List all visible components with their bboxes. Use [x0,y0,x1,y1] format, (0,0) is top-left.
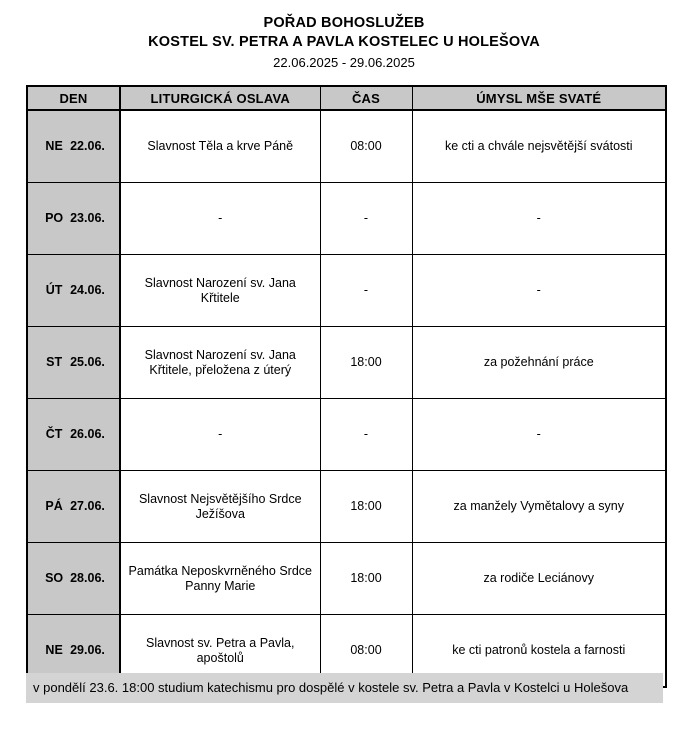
cell-time: - [320,398,413,471]
table-row: SO 28.06. Památka Neposkvrněného Srdce Pan… [27,542,666,615]
cell-day: NE 22.06. [27,110,121,183]
day-date: 25.06. [70,355,105,369]
table-row: NE 22.06. Slavnost Těla a krve Páně 08:00 ke… [27,110,666,183]
day-of-week: SO [45,571,64,585]
cell-day: PO 23.06. [27,182,121,255]
table-row: ST 25.06. Slavnost Narození sv. Jana Křtit… [27,326,666,399]
schedule-table-container: DEN LITURGICKÁ OSLAVA ČAS ÚMYSL MŠE SVAT… [26,85,667,688]
day-of-week: PÁ [45,499,63,513]
cell-day: ÚT 24.06. [27,254,121,327]
date-range: 22.06.2025 - 29.06.2025 [273,55,415,70]
table-row: PO 23.06. - - - [27,182,666,255]
column-header-umysl: ÚMYSL MŠE SVATÉ [412,86,666,111]
day-of-week: ČT [45,427,63,441]
cell-celebration: - [120,182,321,255]
cell-celebration: Slavnost Narození sv. Jana Křtitele, pře… [120,326,321,399]
cell-intention: - [412,398,666,471]
cell-celebration: Slavnost Nejsvětějšího Srdce Ježíšova [120,470,321,543]
column-header-liturgicka-oslava: LITURGICKÁ OSLAVA [120,86,321,111]
day-date: 29.06. [70,643,105,657]
cell-celebration: Památka Neposkvrněného Srdce Panny Marie [120,542,321,615]
cell-time: 08:00 [320,110,413,183]
table-row: ÚT 24.06. Slavnost Narození sv. Jana Křtit… [27,254,666,327]
column-header-cas: ČAS [320,86,413,111]
page-title-line-1: POŘAD BOHOSLUŽEB [263,15,425,31]
cell-time: - [320,254,413,327]
cell-time: 18:00 [320,326,413,399]
day-of-week: ST [46,355,63,369]
day-date: 26.06. [70,427,105,441]
cell-celebration: Slavnost Narození sv. Jana Křtitele [120,254,321,327]
day-of-week: NE [45,139,63,153]
day-of-week: PO [45,211,64,225]
column-header-den: DEN [27,86,121,111]
day-date: 22.06. [70,139,105,153]
day-of-week: NE [45,643,63,657]
cell-intention: za rodiče Leciánovy [412,542,666,615]
page-title-line-2: KOSTEL SV. PETRA A PAVLA KOSTELEC U HOLE… [148,34,540,50]
day-date: 27.06. [70,499,105,513]
cell-day: PÁ 27.06. [27,470,121,543]
table-row: PÁ 27.06. Slavnost Nejsvětějšího Srdce Jež… [27,470,666,543]
cell-celebration: Slavnost Těla a krve Páně [120,110,321,183]
cell-intention: ke cti a chvále nejsvětější svátosti [444,139,633,153]
day-date: 24.06. [70,283,105,297]
cell-day: SO 28.06. [27,542,121,615]
document-header: POŘAD BOHOSLUŽEB KOSTEL SV. PETRA A PAVL… [0,0,688,73]
cell-intention: za požehnání práce [412,326,666,399]
table-body: NE 22.06. Slavnost Těla a krve Páně 08:00 ke… [27,110,666,687]
cell-day: ČT 26.06. [27,398,121,471]
schedule-table: DEN LITURGICKÁ OSLAVA ČAS ÚMYSL MŠE SVAT… [26,85,667,688]
day-of-week: ÚT [45,283,63,297]
cell-time: 18:00 [320,470,413,543]
cell-day: ST 25.06. [27,326,121,399]
cell-time: - [320,182,413,255]
day-date: 28.06. [70,571,105,585]
footer-note: v pondělí 23.6. 18:00 studium katechismu… [26,673,663,703]
cell-intention: za manžely Vymětalovy a syny [412,470,666,543]
cell-time: 18:00 [320,542,413,615]
day-date: 23.06. [70,211,105,225]
cell-celebration: - [120,398,321,471]
cell-intention: - [412,182,666,255]
table-row: ČT 26.06. - - - [27,398,666,471]
cell-intention: - [412,254,666,327]
table-header-row: DEN LITURGICKÁ OSLAVA ČAS ÚMYSL MŠE SVAT… [27,86,666,111]
